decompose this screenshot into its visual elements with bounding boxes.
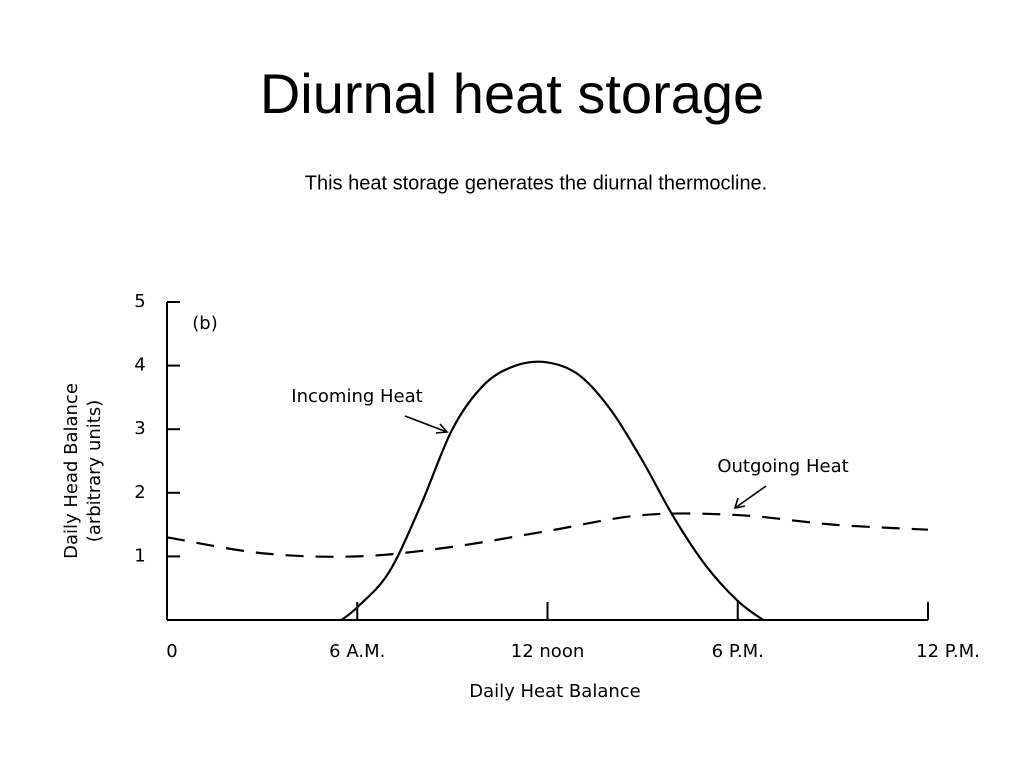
x-tick-label: 6 A.M. [329, 641, 385, 662]
x-tick-label: 12 P.M. [916, 641, 980, 662]
y-tick-label: 4 [134, 355, 145, 376]
arrow-head [435, 423, 449, 434]
arrow [404, 415, 448, 433]
arrow-head [733, 497, 746, 510]
x-tick-label: 6 P.M. [712, 641, 764, 662]
annotation: (b) [192, 313, 217, 334]
annotation: Outgoing Heat [717, 456, 848, 477]
y-axis-label: Daily Head Balance [61, 383, 82, 559]
slide-subtitle: This heat storage generates the diurnal … [305, 172, 768, 194]
slide-title: Diurnal heat storage [260, 62, 764, 125]
annotation: Incoming Heat [291, 386, 422, 407]
x-tick-label: 12 noon [511, 641, 584, 662]
line-series [340, 360, 764, 621]
x-tick-label: 0 [166, 641, 177, 662]
y-axis-label: (arbitrary units) [84, 400, 105, 542]
y-tick-label: 5 [134, 291, 145, 312]
x-axis-label: Daily Heat Balance [469, 681, 640, 702]
y-tick-label: 3 [134, 418, 145, 439]
arrow [734, 485, 767, 509]
y-tick-label: 1 [134, 545, 145, 566]
arrows [404, 415, 767, 510]
y-tick-label: 2 [134, 482, 145, 503]
line-series [166, 512, 929, 558]
